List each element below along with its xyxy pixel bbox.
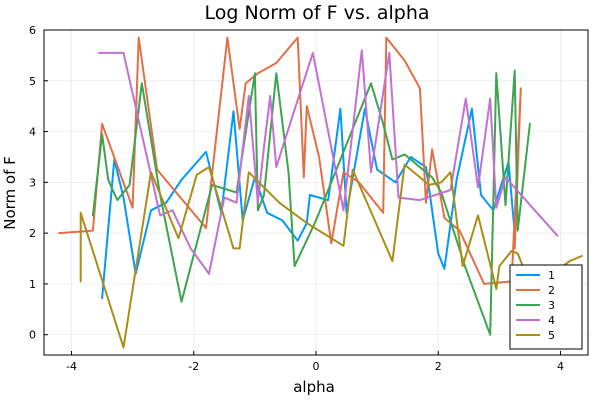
y-tick-label: 2: [29, 227, 36, 240]
y-tick-label: 1: [29, 278, 36, 291]
series-line-1: [101, 107, 516, 300]
y-tick-label: 6: [29, 24, 36, 37]
series-line-4: [98, 49, 559, 275]
y-tick-label: 4: [29, 126, 36, 139]
x-tick-label: 2: [435, 360, 442, 373]
series-lines: [58, 36, 583, 349]
legend-label: 2: [548, 284, 555, 297]
chart-title: Log Norm of F vs. alpha: [204, 2, 429, 24]
legend-label: 5: [548, 329, 555, 342]
legend-label: 4: [548, 314, 555, 327]
legend: 1 2 3 4 5: [509, 264, 583, 350]
series-line-5: [79, 163, 583, 349]
x-tick-label: -4: [66, 360, 77, 373]
y-tick-label: 0: [29, 329, 36, 342]
axis-ticks: -4 -2 0 2 4 0 1 2 3 4 5 6: [29, 24, 564, 373]
x-tick-label: 4: [557, 360, 564, 373]
series-line-3: [91, 69, 531, 336]
legend-box: [509, 264, 583, 350]
x-axis-title: alpha: [293, 378, 335, 396]
series-line-2: [58, 36, 522, 285]
x-tick-label: -2: [188, 360, 199, 373]
y-tick-label: 3: [29, 176, 36, 189]
legend-label: 1: [548, 269, 555, 282]
y-axis-title: Norm of F: [1, 156, 19, 230]
x-tick-label: 0: [313, 360, 320, 373]
legend-label: 3: [548, 299, 555, 312]
y-tick-label: 5: [29, 75, 36, 88]
